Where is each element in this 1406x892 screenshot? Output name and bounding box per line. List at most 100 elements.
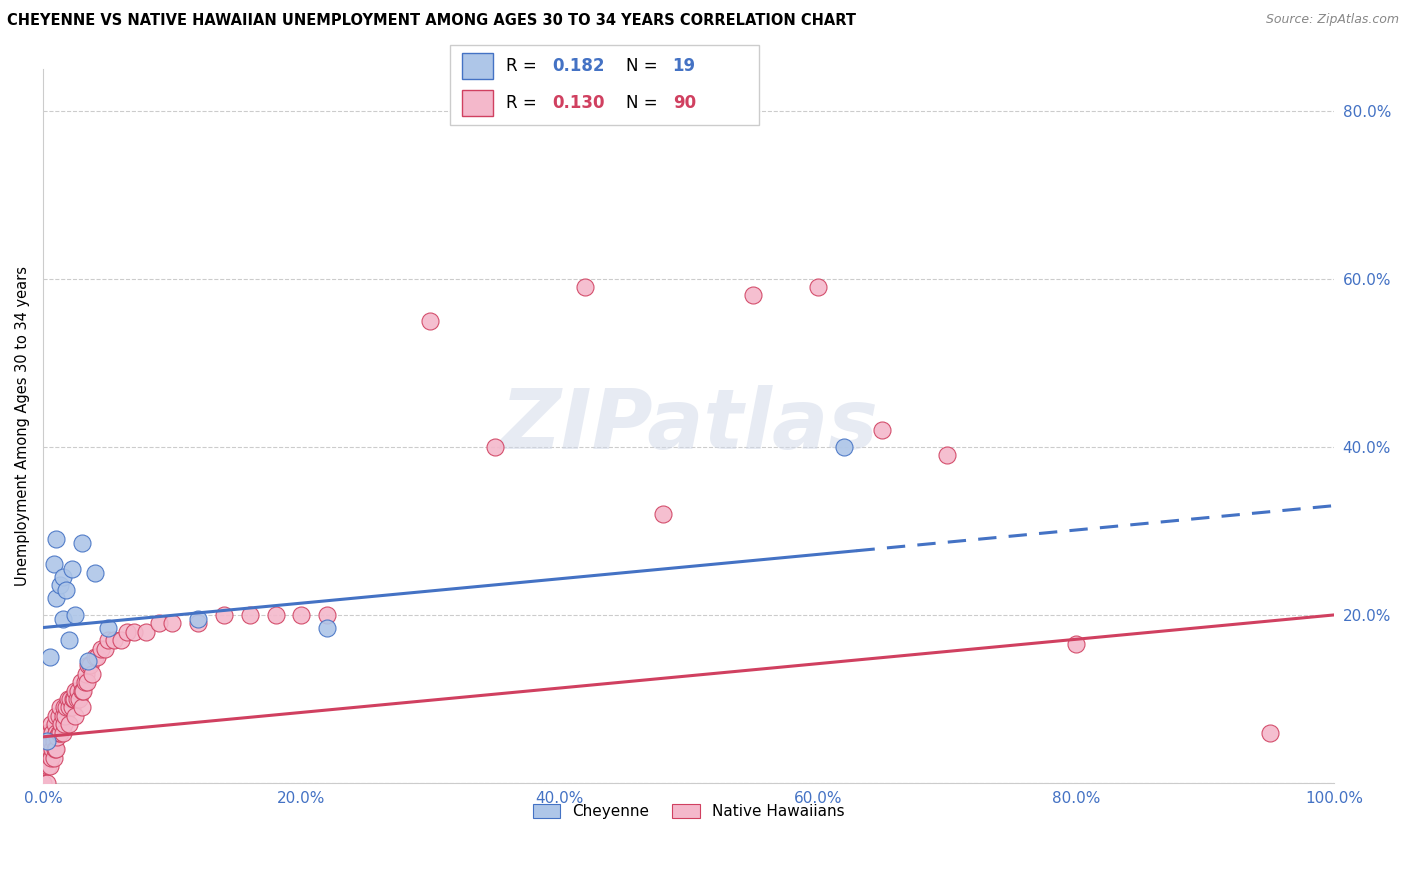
Point <box>67 683 90 698</box>
Point <box>122 624 145 639</box>
Text: N =: N = <box>626 57 664 75</box>
Point <box>35 734 58 748</box>
Text: R =: R = <box>506 57 541 75</box>
Text: ZIPatlas: ZIPatlas <box>499 385 877 467</box>
Point <box>832 440 855 454</box>
Point <box>39 751 62 765</box>
Point <box>148 616 170 631</box>
FancyBboxPatch shape <box>463 90 494 116</box>
Point <box>44 717 66 731</box>
Point <box>65 683 87 698</box>
Point <box>34 759 56 773</box>
Legend: Cheyenne, Native Hawaiians: Cheyenne, Native Hawaiians <box>527 798 851 825</box>
Point <box>49 725 72 739</box>
Point <box>82 666 104 681</box>
Point <box>162 616 184 631</box>
Point <box>38 725 60 739</box>
Point <box>872 423 894 437</box>
Point <box>45 725 67 739</box>
Point <box>419 314 441 328</box>
Point <box>39 734 62 748</box>
FancyBboxPatch shape <box>450 45 759 125</box>
Point <box>1258 725 1281 739</box>
Point <box>70 683 93 698</box>
Point <box>316 607 339 622</box>
Text: 0.182: 0.182 <box>553 57 605 75</box>
Point <box>66 692 89 706</box>
Point <box>34 742 56 756</box>
Point <box>76 675 98 690</box>
Point <box>70 536 93 550</box>
Point <box>48 708 70 723</box>
Point <box>484 440 506 454</box>
Point <box>115 624 138 639</box>
Point <box>52 717 75 731</box>
Point <box>48 725 70 739</box>
Text: 19: 19 <box>672 57 696 75</box>
Point <box>45 708 67 723</box>
Point <box>70 700 93 714</box>
Point <box>90 641 112 656</box>
Point <box>63 692 86 706</box>
Point <box>83 566 105 580</box>
Point <box>67 692 90 706</box>
Point <box>38 649 60 664</box>
Point <box>110 633 132 648</box>
Point <box>574 280 596 294</box>
Text: 0.130: 0.130 <box>553 95 605 112</box>
Point <box>65 708 87 723</box>
Point <box>51 612 73 626</box>
Point <box>69 675 91 690</box>
Point <box>32 776 55 790</box>
Point <box>935 448 957 462</box>
Point <box>52 700 75 714</box>
Point <box>35 751 58 765</box>
Point <box>97 633 120 648</box>
Point <box>75 666 97 681</box>
Point <box>742 288 765 302</box>
Point <box>45 742 67 756</box>
FancyBboxPatch shape <box>463 54 494 79</box>
Point <box>807 280 830 294</box>
Point <box>51 570 73 584</box>
Point <box>42 734 65 748</box>
Point <box>37 725 59 739</box>
Point <box>79 658 101 673</box>
Point <box>35 725 58 739</box>
Point <box>35 751 58 765</box>
Point <box>264 607 287 622</box>
Point <box>62 692 84 706</box>
Point <box>41 725 63 739</box>
Point <box>49 700 72 714</box>
Point <box>651 507 673 521</box>
Point <box>77 654 100 668</box>
Point <box>60 700 83 714</box>
Point <box>37 759 59 773</box>
Point <box>58 633 80 648</box>
Point <box>58 700 80 714</box>
Point <box>83 649 105 664</box>
Point <box>187 612 209 626</box>
Point <box>60 562 83 576</box>
Text: Source: ZipAtlas.com: Source: ZipAtlas.com <box>1265 13 1399 27</box>
Point <box>65 607 87 622</box>
Point <box>35 725 58 739</box>
Point <box>35 776 58 790</box>
Point <box>38 742 60 756</box>
Text: N =: N = <box>626 95 664 112</box>
Point <box>32 759 55 773</box>
Point <box>212 607 235 622</box>
Point <box>42 751 65 765</box>
Point <box>59 692 82 706</box>
Point <box>187 616 209 631</box>
Point <box>55 700 77 714</box>
Point <box>42 558 65 572</box>
Point <box>51 717 73 731</box>
Y-axis label: Unemployment Among Ages 30 to 34 years: Unemployment Among Ages 30 to 34 years <box>15 266 30 586</box>
Point <box>45 591 67 606</box>
Point <box>38 759 60 773</box>
Point <box>77 658 100 673</box>
Point <box>72 683 94 698</box>
Text: 90: 90 <box>672 95 696 112</box>
Point <box>135 624 157 639</box>
